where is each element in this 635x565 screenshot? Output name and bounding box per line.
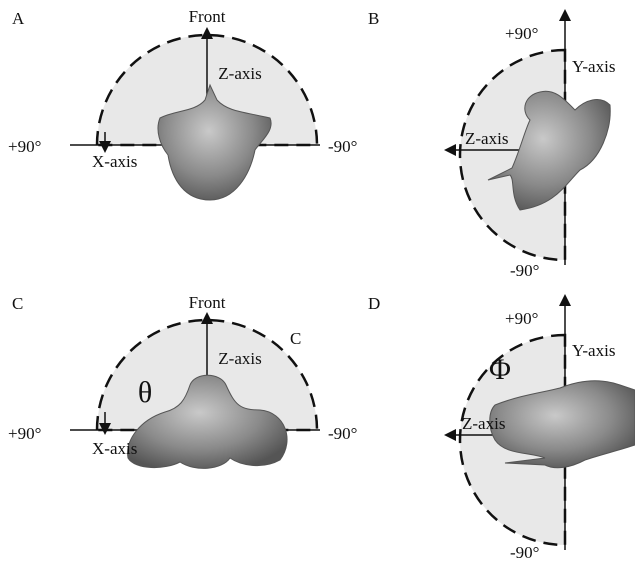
minus-90-label: -90° <box>328 137 357 156</box>
plus-90-label: +90° <box>505 309 538 328</box>
z-axis-label: Z-axis <box>462 414 505 433</box>
front-label: Front <box>189 7 226 26</box>
panel-label: D <box>368 294 380 313</box>
plus-90-label: +90° <box>505 24 538 43</box>
panel-c: C Front Z-axis C θ +90° X-axis -90° <box>8 293 357 468</box>
theta-label: θ <box>138 376 152 409</box>
figure: A Front Z-axis +90° X-axis -90° B +90° Y… <box>0 0 635 565</box>
panel-label: C <box>12 294 23 313</box>
x-axis-label: X-axis <box>92 152 137 171</box>
panel-a: A Front Z-axis +90° X-axis -90° <box>8 7 357 200</box>
y-axis-label: Y-axis <box>572 341 615 360</box>
minus-90-label: -90° <box>328 424 357 443</box>
front-label: Front <box>189 293 226 312</box>
plus-90-label: +90° <box>8 137 41 156</box>
minus-90-label: -90° <box>510 543 539 562</box>
minus-90-label: -90° <box>510 261 539 280</box>
panel-d: D +90° Y-axis Φ Z-axis -90° <box>368 294 635 562</box>
panel-label: B <box>368 9 379 28</box>
phi-label: Φ <box>489 353 511 386</box>
z-axis-label: Z-axis <box>218 349 261 368</box>
panel-b: B +90° Y-axis Z-axis -90° <box>368 9 615 280</box>
y-axis-label: Y-axis <box>572 57 615 76</box>
plus-90-label: +90° <box>8 424 41 443</box>
z-axis-label: Z-axis <box>465 129 508 148</box>
z-axis-label: Z-axis <box>218 64 261 83</box>
x-axis-label: X-axis <box>92 439 137 458</box>
panel-label: A <box>12 9 25 28</box>
arc-label: C <box>290 329 301 348</box>
